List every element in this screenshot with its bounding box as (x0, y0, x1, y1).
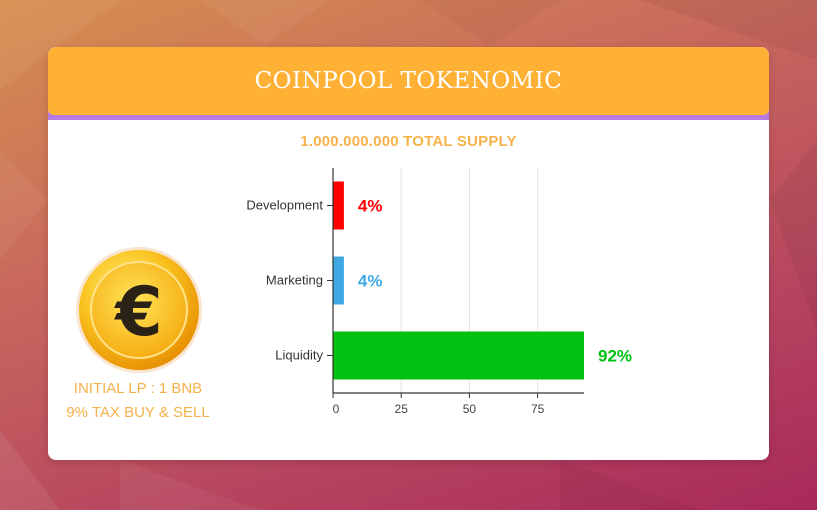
bar-liquidity (333, 331, 584, 380)
svg-text:€: € (113, 273, 162, 352)
x-tick-label: 25 (395, 402, 409, 416)
tokenomic-bar-chart: 0 25 50 75 Development 4% Marketing 4% Liquidity… (246, 168, 632, 416)
header-accent-strip (48, 111, 769, 120)
data-label-marketing: 4% (358, 272, 383, 291)
data-label-development: 4% (358, 197, 383, 216)
total-supply-label: 1.000.000.000 TOTAL SUPPLY (300, 133, 517, 150)
card-header: COINPOOL TOKENOMIC (48, 47, 769, 115)
tax-label: 9% TAX BUY & SELL (66, 404, 210, 421)
initial-lp-label: INITIAL LP : 1 BNB (73, 380, 203, 397)
page-title: COINPOOL TOKENOMIC (254, 68, 563, 94)
category-label-development: Development (246, 198, 323, 213)
euro-coin-icon: € (74, 245, 204, 375)
data-label-liquidity: 92% (598, 347, 632, 366)
chart-axes: 0 25 50 75 Development 4% Marketing 4% Liquidity… (246, 168, 632, 416)
chart-bars (333, 181, 584, 380)
category-label-marketing: Marketing (266, 273, 323, 288)
x-tick-label: 0 (333, 402, 340, 416)
category-label-liquidity: Liquidity (275, 348, 323, 363)
x-tick-label: 75 (531, 402, 545, 416)
x-tick-label: 50 (463, 402, 477, 416)
tokenomic-card: COINPOOL TOKENOMIC 1.000.000.000 TOTAL S… (48, 47, 769, 460)
bar-marketing (333, 256, 344, 305)
bar-development (333, 181, 344, 230)
